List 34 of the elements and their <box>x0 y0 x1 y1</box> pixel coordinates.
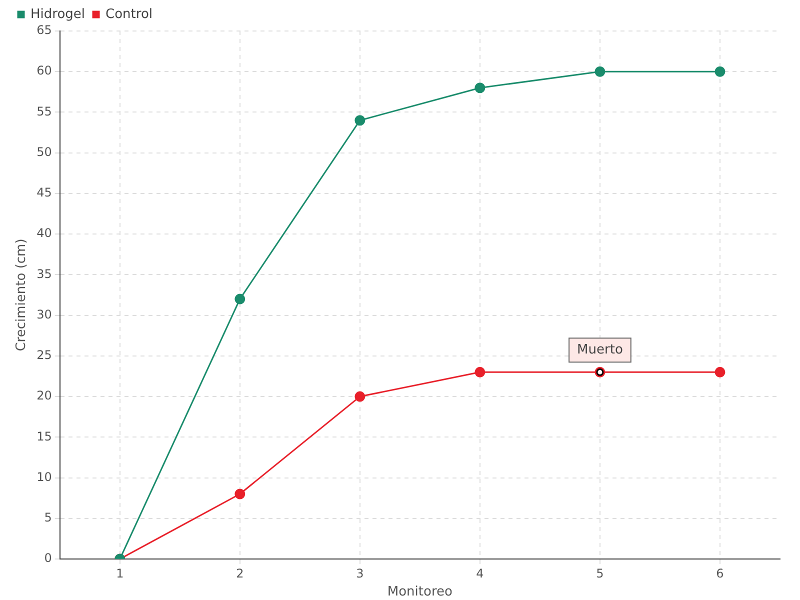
x-tick-label: 2 <box>236 566 244 580</box>
y-tick-label: 60 <box>36 64 52 78</box>
y-tick-label: 65 <box>36 23 52 38</box>
x-axis-title: Monitoreo <box>387 584 453 600</box>
x-tick-label: 5 <box>596 566 604 580</box>
x-tick-label: 4 <box>476 566 484 580</box>
y-tick-label: 55 <box>36 104 52 118</box>
y-axis-title: Crecimiento (cm) <box>14 238 30 352</box>
y-tick-label: 10 <box>36 470 52 484</box>
y-tick-label: 35 <box>36 266 52 281</box>
y-tick-label: 45 <box>36 186 52 200</box>
point <box>234 488 246 500</box>
x-tick-label: 6 <box>716 566 724 580</box>
x-tick-label: 1 <box>116 566 124 580</box>
y-tick-label: 20 <box>36 388 52 403</box>
y-tick-label: 15 <box>36 429 52 444</box>
annotation: Muerto <box>577 342 623 358</box>
y-tick-label: 50 <box>36 144 52 159</box>
point <box>354 115 366 126</box>
point <box>474 366 486 378</box>
y-tick-label: 0 <box>44 551 52 566</box>
point <box>234 294 246 304</box>
y-tick-label: 30 <box>36 307 52 322</box>
point <box>594 66 606 77</box>
x-tick-label: 3 <box>356 566 364 580</box>
point <box>354 391 366 402</box>
legend-label: Control <box>106 6 153 22</box>
y-tick-label: 5 <box>44 510 52 525</box>
point <box>714 366 726 378</box>
point <box>714 66 726 77</box>
legend-label: Hidrogel <box>30 6 86 22</box>
y-tick-label: 25 <box>36 348 52 362</box>
point <box>474 82 486 94</box>
y-tick-label: 40 <box>36 226 52 240</box>
